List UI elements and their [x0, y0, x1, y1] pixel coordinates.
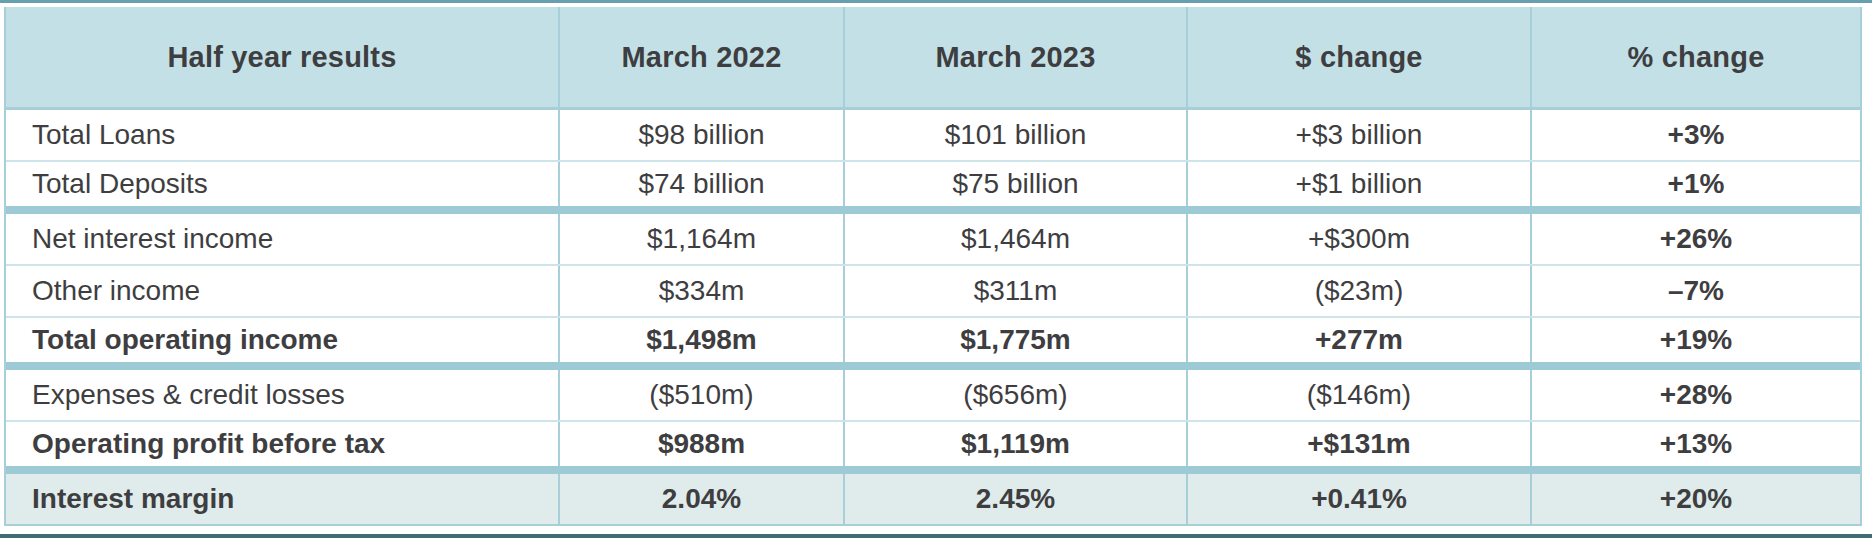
row-label: Expenses & credit losses: [6, 370, 560, 420]
table-row: Expenses & credit losses ($510m) ($656m)…: [6, 370, 1860, 422]
cell-march-2023: $75 billion: [845, 162, 1188, 206]
table-header-row: Half year results March 2022 March 2023 …: [6, 7, 1860, 110]
bottom-divider-rule: [0, 534, 1872, 538]
row-label: Net interest income: [6, 214, 560, 264]
table-row: Total operating income $1,498m $1,775m +…: [6, 318, 1860, 370]
cell-dollar-change: +277m: [1188, 318, 1532, 362]
column-header-march-2022: March 2022: [560, 7, 845, 107]
cell-percent-change: +19%: [1532, 318, 1860, 362]
half-year-results-screen: Half year results March 2022 March 2023 …: [0, 0, 1872, 540]
row-label: Operating profit before tax: [6, 422, 560, 466]
table-row: Total Deposits $74 billion $75 billion +…: [6, 162, 1860, 214]
cell-march-2022: $1,164m: [560, 214, 845, 264]
cell-percent-change: +28%: [1532, 370, 1860, 420]
cell-percent-change: +3%: [1532, 110, 1860, 160]
cell-percent-change: +1%: [1532, 162, 1860, 206]
cell-percent-change: +13%: [1532, 422, 1860, 466]
cell-dollar-change: +$1 billion: [1188, 162, 1532, 206]
cell-march-2023: $1,775m: [845, 318, 1188, 362]
cell-percent-change: +20%: [1532, 474, 1860, 524]
cell-march-2023: $101 billion: [845, 110, 1188, 160]
row-label: Total operating income: [6, 318, 560, 362]
cell-march-2023: $1,119m: [845, 422, 1188, 466]
column-header-half-year-results: Half year results: [6, 7, 560, 107]
cell-dollar-change: +0.41%: [1188, 474, 1532, 524]
row-label: Total Deposits: [6, 162, 560, 206]
cell-march-2022: $334m: [560, 266, 845, 316]
cell-percent-change: +26%: [1532, 214, 1860, 264]
half-year-results-table: Half year results March 2022 March 2023 …: [4, 7, 1862, 526]
table-row: Total Loans $98 billion $101 billion +$3…: [6, 110, 1860, 162]
column-header-dollar-change: $ change: [1188, 7, 1532, 107]
table-row: Other income $334m $311m ($23m) –7%: [6, 266, 1860, 318]
table-body: Total Loans $98 billion $101 billion +$3…: [6, 110, 1860, 526]
cell-march-2022: ($510m): [560, 370, 845, 420]
table-row: Interest margin 2.04% 2.45% +0.41% +20%: [6, 474, 1860, 526]
cell-march-2022: $988m: [560, 422, 845, 466]
cell-dollar-change: +$131m: [1188, 422, 1532, 466]
cell-dollar-change: ($23m): [1188, 266, 1532, 316]
cell-march-2022: $1,498m: [560, 318, 845, 362]
table-row: Operating profit before tax $988m $1,119…: [6, 422, 1860, 474]
cell-percent-change: –7%: [1532, 266, 1860, 316]
cell-dollar-change: +$300m: [1188, 214, 1532, 264]
cell-march-2022: $98 billion: [560, 110, 845, 160]
cell-march-2023: ($656m): [845, 370, 1188, 420]
cell-march-2023: $311m: [845, 266, 1188, 316]
row-label: Interest margin: [6, 474, 560, 524]
table-row: Net interest income $1,164m $1,464m +$30…: [6, 214, 1860, 266]
column-header-march-2023: March 2023: [845, 7, 1188, 107]
cell-dollar-change: +$3 billion: [1188, 110, 1532, 160]
row-label: Other income: [6, 266, 560, 316]
column-header-percent-change: % change: [1532, 7, 1860, 107]
cell-march-2022: 2.04%: [560, 474, 845, 524]
cell-dollar-change: ($146m): [1188, 370, 1532, 420]
cell-march-2022: $74 billion: [560, 162, 845, 206]
row-label: Total Loans: [6, 110, 560, 160]
cell-march-2023: $1,464m: [845, 214, 1188, 264]
cell-march-2023: 2.45%: [845, 474, 1188, 524]
top-divider-rule: [0, 0, 1872, 3]
